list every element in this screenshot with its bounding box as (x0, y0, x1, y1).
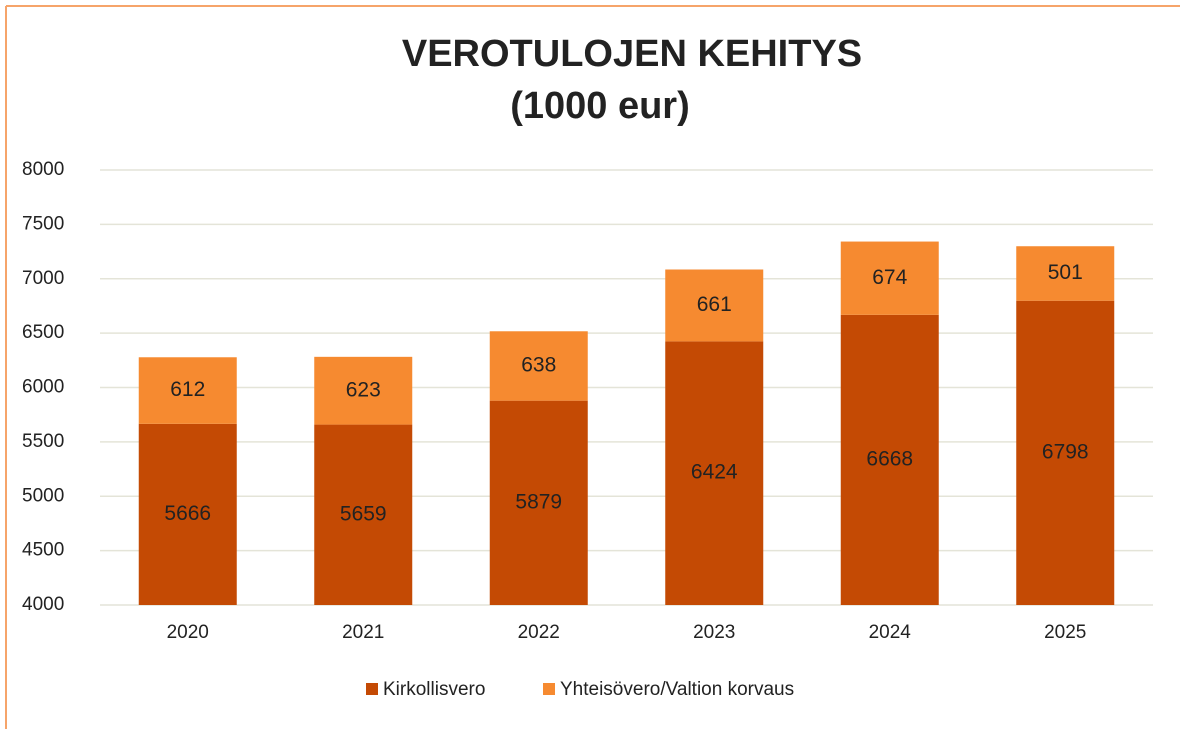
bar-segment (665, 341, 764, 605)
y-tick-label: 6500 (22, 322, 64, 343)
x-tick-label: 2023 (693, 622, 735, 643)
bar-segment (489, 331, 588, 401)
bar-segment (840, 314, 939, 605)
y-tick-label: 5000 (22, 485, 64, 506)
legend-label: Yhteisövero/Valtion korvaus (560, 679, 794, 700)
x-tick-label: 2020 (167, 622, 209, 643)
y-tick-label: 7000 (22, 268, 64, 289)
legend-swatch (366, 683, 378, 695)
value-label: 638 (521, 354, 556, 377)
value-label: 661 (697, 293, 732, 316)
value-label: 674 (872, 266, 907, 289)
x-tick-label: 2024 (869, 622, 912, 643)
bar-segment (138, 423, 237, 605)
y-tick-label: 5500 (22, 431, 64, 452)
y-tick-label: 4500 (22, 540, 64, 561)
x-tick-label: 2022 (518, 622, 560, 643)
bar-segment (1016, 246, 1115, 301)
value-label: 5879 (515, 490, 562, 513)
bar-segment (314, 424, 413, 605)
x-tick-label: 2025 (1044, 622, 1086, 643)
value-label: 6798 (1042, 440, 1089, 463)
legend-swatch (543, 683, 555, 695)
value-label: 501 (1048, 261, 1083, 284)
value-label: 623 (346, 378, 381, 401)
chart-title: VEROTULOJEN KEHITYS (402, 33, 862, 75)
bar-segment (665, 269, 764, 342)
bar-segment (840, 241, 939, 315)
y-tick-label: 4000 (22, 594, 64, 615)
value-label: 5666 (164, 502, 211, 525)
value-label: 6668 (866, 447, 913, 470)
value-label: 6424 (691, 461, 738, 484)
value-label: 612 (170, 378, 205, 401)
y-tick-label: 7500 (22, 213, 64, 234)
legend-label: Kirkollisvero (383, 679, 485, 700)
y-tick-label: 6000 (22, 377, 64, 398)
value-label: 5659 (340, 502, 387, 525)
bar-segment (314, 356, 413, 425)
y-tick-label: 8000 (22, 159, 64, 180)
bar-segment (1016, 300, 1115, 605)
chart-subtitle: (1000 eur) (510, 85, 690, 127)
bar-segment (489, 400, 588, 605)
bar-segment (138, 357, 237, 424)
x-tick-label: 2021 (342, 622, 384, 643)
